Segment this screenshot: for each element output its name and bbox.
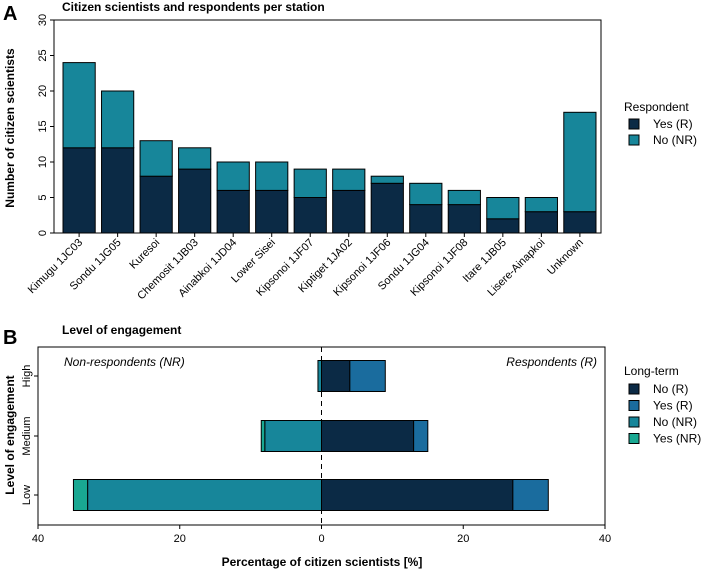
bar-medium-no-r [321,420,415,452]
bar-medium-yes-r [413,420,429,452]
bar-lower-sisei-no-nr [255,161,289,191]
x-tick-label: 40 [32,533,44,545]
panel-a-legend-title: Respondent [624,100,689,114]
panel-a-title: Citizen scientists and respondents per s… [62,0,325,14]
legend-label-no-nr: No (NR) [653,415,697,429]
bar-low-no-nr [87,479,322,511]
bar-medium-no-nr [264,420,322,452]
panel-b-x-axis-label: Percentage of citizen scientists [%] [222,555,423,569]
legend-label-yes-r: Yes (R) [653,117,693,131]
y-tick-label: 25 [37,49,49,61]
bar-sondu-1jg04-no-nr [409,182,443,206]
y-tick-label: 0 [37,230,49,236]
legend-label-no-nr: No (NR) [653,133,697,147]
y-tick-label: 30 [37,14,49,26]
panel-a-bars [62,62,597,234]
panel-a-y-axis-label: Number of citizen scientists [3,48,17,208]
y-tick-label: 5 [37,194,49,200]
bar-unknown-no-nr [563,111,597,213]
bar-unknown-yes-r [563,211,597,234]
bar-high-no-r [321,360,351,392]
bar-kimugu-1jc03-yes-r [62,147,96,234]
bar-kipsonoi-1jf08-no-nr [447,189,481,206]
bar-kiptiget-1ja02-yes-r [332,189,366,234]
bar-lisere-ainapkoi-no-nr [524,197,558,213]
annotation-non-respondents: Non-respondents (NR) [64,355,185,369]
panel-b-y-axis-label: Level of engagement [3,375,17,494]
x-tick-label: 40 [599,533,611,545]
bar-low-yes-nr [72,479,89,511]
x-tick-label: 20 [457,533,469,545]
bar-kipsonoi-1jf07-no-nr [293,168,327,199]
bar-ainabkoi-1jd04-no-nr [216,161,250,191]
bar-itare-1jb05-no-nr [486,197,520,220]
legend-label-yes-r: Yes (R) [653,399,693,413]
bar-kipsonoi-1jf08-yes-r [447,204,481,234]
annotation-respondents: Respondents (R) [506,355,597,369]
y-tick-label: 15 [37,120,49,132]
legend-swatch-yes-r [628,400,640,411]
bar-kipsonoi-1jf06-no-nr [370,175,404,184]
y-tick-label: 20 [37,85,49,97]
legend-label-yes-nr: Yes (NR) [653,432,701,446]
bar-high-no-nr [317,360,322,392]
panel-b-legend-title: Long-term [624,364,679,378]
panel-b-bars [72,360,549,511]
panel-a-letter: A [3,3,17,25]
panel-b-legend: Long-term No (R) Yes (R) No (NR) Yes (NR) [624,364,701,446]
bar-chemosit-1jb03-yes-r [178,168,212,234]
legend-swatch-yes-nr [628,433,640,444]
bar-lisere-ainapkoi-yes-r [524,211,558,234]
bar-low-no-r [321,479,514,511]
y-tick-label: 10 [37,156,49,168]
y-tick-label-high: High [21,365,33,388]
legend-swatch-no-r [628,383,640,395]
bar-kipsonoi-1jf06-yes-r [370,182,404,234]
bar-low-yes-r [512,479,549,511]
x-tick-label: 20 [174,533,186,545]
legend-label-no-r: No (R) [653,382,688,396]
bar-sondu-1jg05-yes-r [101,147,135,234]
bar-kuresoi-yes-r [139,175,173,234]
bar-ainabkoi-1jd04-yes-r [216,189,250,234]
legend-swatch-no-nr [628,416,640,428]
x-tick-label: 0 [318,533,324,545]
bar-kipsonoi-1jf07-yes-r [293,197,327,234]
y-tick-label-low: Low [21,485,33,505]
panel-b-axes: Low Medium High 40 20 0 20 40 [21,346,611,545]
bar-kiptiget-1ja02-no-nr [332,168,366,191]
bar-kuresoi-no-nr [139,140,173,177]
panel-b-letter: B [3,327,17,349]
x-tick-label-unknown: Unknown [545,237,586,278]
x-tick-label-kuresoi: Kuresoi [127,237,162,272]
bar-itare-1jb05-yes-r [486,218,520,234]
y-tick-label-medium: Medium [21,416,33,455]
bar-high-yes-r [349,360,386,392]
bar-medium-yes-nr [260,420,266,452]
legend-swatch-yes-r [628,118,640,130]
bar-chemosit-1jb03-no-nr [178,147,212,170]
bar-sondu-1jg04-yes-r [409,204,443,234]
bar-sondu-1jg05-no-nr [101,90,135,149]
legend-swatch-no-nr [628,134,640,146]
bar-lower-sisei-yes-r [255,189,289,234]
panel-a-legend: Respondent Yes (R) No (NR) [624,100,697,147]
bar-kimugu-1jc03-no-nr [62,62,96,149]
panel-b-title: Level of engagement [62,323,181,337]
